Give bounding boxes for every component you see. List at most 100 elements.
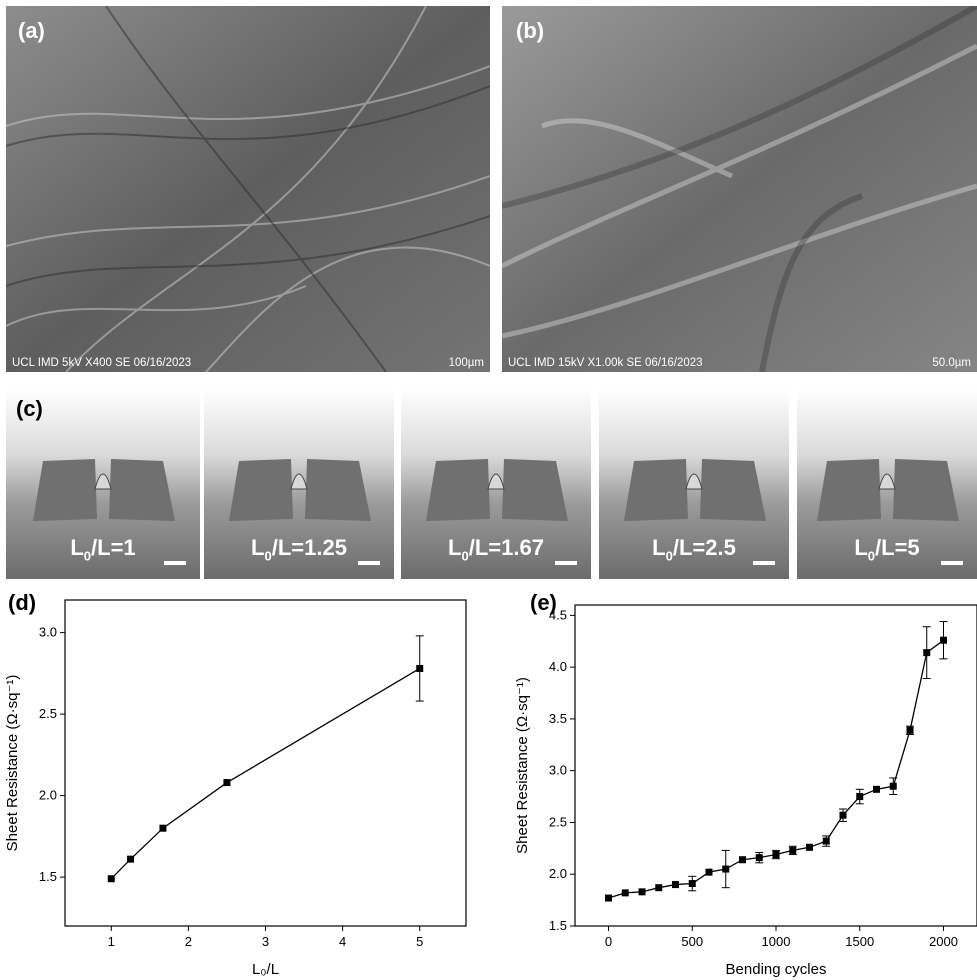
- sample-sheets-4: [624, 459, 766, 521]
- series-line: [110, 667, 421, 880]
- scale-bar-4: [753, 561, 775, 565]
- data-point: [889, 782, 897, 790]
- data-point: [107, 875, 115, 883]
- scale-bar-3: [555, 561, 577, 565]
- data-point: [856, 793, 864, 801]
- photo-caption-2: L0/L=1.25: [204, 535, 394, 563]
- data-point: [416, 664, 424, 672]
- data-point: [688, 880, 696, 888]
- sample-sheets-5: [817, 459, 959, 521]
- data-point: [621, 889, 629, 897]
- scale-bar-1: [164, 561, 186, 565]
- data-point: [705, 868, 713, 876]
- data-point: [822, 837, 830, 845]
- data-point: [906, 726, 914, 734]
- sem-footer-b: UCL IMD 15kV X1.00k SE 06/16/2023 50.0µm: [502, 354, 977, 372]
- y-axis-title: Sheet Resistance (Ω·sq⁻¹): [4, 675, 21, 852]
- data-point: [223, 779, 231, 787]
- caption-rest: /L=5: [875, 534, 920, 560]
- x-tick-label: 1: [108, 934, 115, 949]
- photo-3: L0/L=1.67: [401, 389, 591, 579]
- data-point: [772, 851, 780, 859]
- sem-metadata-a: UCL IMD 5kV X400 SE 06/16/2023: [12, 357, 192, 369]
- data-point: [739, 856, 746, 864]
- photo-4: L0/L=2.5: [599, 389, 789, 579]
- y-tick-label: 1.5: [549, 918, 567, 933]
- photo-1: L0/L=1: [6, 389, 200, 579]
- sem-footer-a: UCL IMD 5kV X400 SE 06/16/2023 100µm: [6, 354, 490, 372]
- x-tick-label: 3: [262, 934, 269, 949]
- plot-frame: [574, 604, 977, 927]
- x-tick-label: 1500: [845, 934, 874, 949]
- panel-label-c: (c): [16, 396, 43, 421]
- y-tick-label: 2.0: [549, 866, 567, 881]
- data-point: [127, 855, 135, 863]
- y-tick-label: 4.5: [549, 607, 567, 622]
- panel-label-a: (a): [18, 18, 45, 43]
- y-tick-label: 2.5: [39, 706, 57, 721]
- data-point: [873, 785, 880, 793]
- data-point: [789, 846, 797, 854]
- sem-image-a: (a) UCL IMD 5kV X400 SE 06/16/2023 100µm: [6, 6, 490, 372]
- caption-main: L: [448, 534, 462, 560]
- y-tick-label: 4.0: [549, 659, 567, 674]
- scale-bar-5: [941, 561, 963, 565]
- x-tick-label: 2: [185, 934, 192, 949]
- sem-texture-a: [6, 6, 490, 372]
- series-line: [608, 639, 944, 899]
- data-point: [655, 884, 663, 892]
- photo-5: L0/L=5: [797, 389, 977, 579]
- data-point: [605, 894, 612, 902]
- data-point: [722, 865, 730, 873]
- y-tick-label: 1.5: [39, 869, 57, 884]
- chart-d: 1 2 3 4 5 1.5 2.0 2.5 3.0 L₀/L Sheet Resistance (Ω…: [4, 599, 467, 978]
- data-point: [940, 636, 947, 644]
- data-point: [638, 888, 646, 896]
- sem-metadata-b: UCL IMD 15kV X1.00k SE 06/16/2023: [508, 357, 703, 369]
- caption-rest: /L=2.5: [672, 534, 736, 560]
- sem-image-b: (b) UCL IMD 15kV X1.00k SE 06/16/2023 50…: [502, 6, 977, 372]
- y-tick-label: 3.5: [549, 711, 567, 726]
- panel-label-d: (d): [8, 590, 37, 615]
- sample-sheets-2: [229, 459, 371, 521]
- sample-sheets-3: [426, 459, 568, 521]
- sem-texture-b: [502, 6, 977, 372]
- photo-2: L0/L=1.25: [204, 389, 394, 579]
- scale-bar-2: [358, 561, 380, 565]
- photo-caption-4: L0/L=2.5: [599, 535, 789, 563]
- plot-frame: [64, 599, 467, 927]
- x-tick-label: 5: [416, 934, 423, 949]
- data-point: [923, 649, 931, 657]
- x-tick-label: 500: [681, 934, 703, 949]
- photo-caption-1: L0/L=1: [6, 535, 200, 563]
- caption-rest: /L=1: [91, 534, 136, 560]
- sem-scale-label-a: 100µm: [448, 357, 484, 369]
- data-point: [755, 854, 763, 862]
- caption-rest: /L=1.25: [271, 534, 347, 560]
- x-tick-label: 4: [339, 934, 346, 949]
- x-tick-label: 0: [605, 934, 612, 949]
- data-point: [672, 881, 679, 889]
- caption-sub: 0: [867, 548, 876, 563]
- chart-e: 0 500 1000 1500 2000 1.5 2.0 2.5 3.0 3.5 4.0 4.5 Ben…: [514, 604, 977, 978]
- sample-sheets-1: [33, 459, 175, 521]
- caption-main: L: [854, 534, 868, 560]
- caption-sub: 0: [83, 548, 92, 563]
- data-point: [806, 843, 813, 851]
- y-tick-label: 2.0: [39, 788, 57, 803]
- x-tick-label: 2000: [929, 934, 958, 949]
- photo-caption-3: L0/L=1.67: [401, 535, 591, 563]
- panel-label-b: (b): [516, 18, 545, 43]
- x-axis-title: L₀/L: [252, 961, 279, 978]
- x-tick-label: 1000: [762, 934, 791, 949]
- caption-main: L: [251, 534, 265, 560]
- caption-rest: /L=1.67: [468, 534, 544, 560]
- panel-label-e: (e): [530, 590, 557, 615]
- photo-caption-5: L0/L=5: [797, 535, 977, 563]
- y-tick-label: 2.5: [549, 814, 567, 829]
- caption-sub: 0: [461, 548, 469, 563]
- caption-main: L: [652, 534, 666, 560]
- data-point: [839, 811, 847, 819]
- caption-sub: 0: [264, 548, 272, 563]
- y-tick-label: 3.0: [549, 763, 567, 778]
